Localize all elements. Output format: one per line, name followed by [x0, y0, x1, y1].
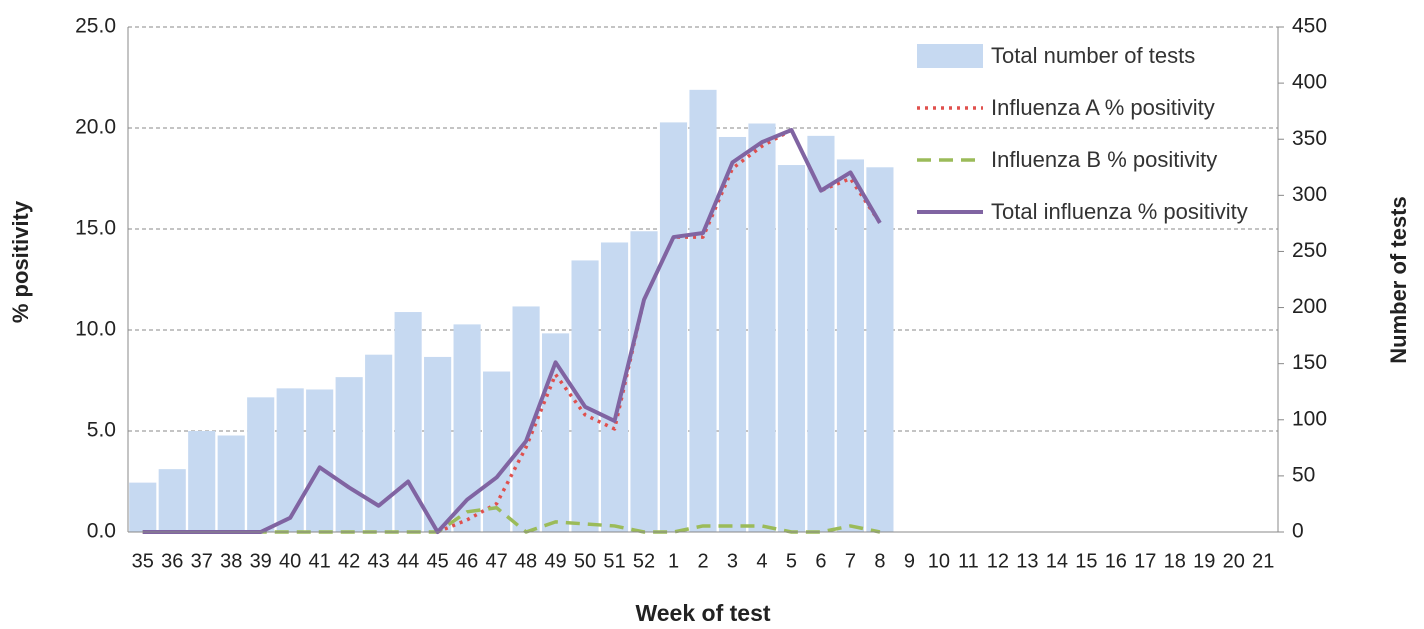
x-tick-label: 7: [845, 550, 856, 572]
bar: [276, 388, 304, 532]
line: [142, 128, 882, 534]
y-tick-label: 10.0: [75, 318, 116, 341]
x-tick-label: 45: [426, 550, 448, 572]
x-tick-label: 36: [161, 550, 183, 572]
bar: [836, 159, 864, 532]
y-tick-label: 5.0: [87, 419, 116, 442]
x-tick-label: 11: [958, 550, 979, 572]
y2-tick-label: 100: [1292, 407, 1327, 430]
x-tick-label: 49: [544, 550, 566, 572]
x-tick-label: 38: [220, 550, 242, 572]
x-tick-label: 8: [874, 550, 885, 572]
y2-axis-title: Number of tests: [1386, 196, 1411, 363]
x-tick-label: 1: [668, 550, 679, 572]
bar: [807, 135, 835, 532]
x-tick-label: 47: [485, 550, 507, 572]
bar: [217, 435, 245, 532]
x-tick-label: 51: [603, 550, 625, 572]
x-tick-label: 17: [1134, 550, 1156, 572]
x-tick-label: 2: [697, 550, 708, 572]
x-tick-label: 41: [309, 550, 331, 572]
legend-swatch: [917, 44, 983, 68]
y-tick-label: 20.0: [75, 116, 116, 139]
y2-tick-label: 150: [1292, 351, 1327, 374]
x-tick-label: 43: [368, 550, 390, 572]
x-tick-label: 4: [756, 550, 767, 572]
legend-label: Influenza B % positivity: [991, 147, 1218, 172]
x-tick-label: 35: [132, 550, 154, 572]
x-tick-label: 40: [279, 550, 301, 572]
bar: [659, 122, 688, 532]
y2-tick-label: 0: [1292, 520, 1304, 543]
y2-tick-label: 450: [1292, 15, 1327, 38]
bar: [424, 356, 452, 532]
x-tick-label: 52: [633, 550, 655, 572]
legend-entry: Total influenza % positivity: [915, 196, 1275, 228]
y-tick-label: 15.0: [75, 217, 116, 240]
y-axis-title: % positivity: [8, 200, 33, 323]
bar: [129, 482, 157, 532]
x-tick-label: 13: [1016, 550, 1038, 572]
legend-swatch: [917, 158, 983, 162]
y2-tick-label: 350: [1292, 127, 1327, 150]
legend-label: Total influenza % positivity: [991, 199, 1248, 224]
bar: [748, 123, 776, 532]
x-tick-label: 9: [904, 550, 915, 572]
legend-entry: Total number of tests: [915, 40, 1275, 72]
x-tick-label: 12: [987, 550, 1009, 572]
x-tick-label: 3: [727, 550, 738, 572]
x-tick-label: 21: [1252, 550, 1274, 572]
line: [142, 128, 882, 534]
bar: [306, 389, 334, 532]
x-tick-label: 14: [1046, 550, 1068, 572]
legend-label: Influenza A % positivity: [991, 95, 1215, 120]
x-tick-label: 10: [928, 550, 950, 572]
legend-label: Total number of tests: [991, 43, 1196, 68]
bar: [718, 136, 747, 532]
x-axis-title: Week of test: [635, 600, 770, 626]
y-tick-label: 25.0: [75, 15, 116, 38]
bar: [689, 89, 717, 532]
x-tick-label: 6: [815, 550, 826, 572]
legend-swatch: [917, 106, 983, 110]
x-tick-label: 46: [456, 550, 478, 572]
bar: [866, 167, 894, 532]
y2-tick-label: 200: [1292, 295, 1327, 318]
y2-tick-label: 400: [1292, 71, 1327, 94]
y-tick-label: 0.0: [87, 520, 116, 543]
legend-swatch: [917, 210, 983, 214]
bar: [335, 377, 363, 532]
y2-tick-label: 250: [1292, 239, 1327, 262]
x-tick-label: 39: [250, 550, 272, 572]
x-tick-label: 42: [338, 550, 360, 572]
x-tick-label: 37: [191, 550, 213, 572]
x-tick-label: 20: [1223, 550, 1245, 572]
x-tick-label: 15: [1075, 550, 1097, 572]
y2-tick-label: 50: [1292, 463, 1315, 486]
legend-entry: Influenza A % positivity: [915, 92, 1275, 124]
bar: [188, 431, 216, 532]
bar: [247, 397, 275, 532]
x-tick-label: 19: [1193, 550, 1215, 572]
y2-tick-label: 300: [1292, 183, 1327, 206]
x-tick-label: 48: [515, 550, 537, 572]
bar: [571, 260, 599, 532]
legend-entry: Influenza B % positivity: [915, 144, 1275, 176]
bar: [158, 469, 186, 532]
x-tick-label: 44: [397, 550, 419, 572]
x-tick-label: 5: [786, 550, 797, 572]
x-tick-label: 50: [574, 550, 596, 572]
x-tick-label: 18: [1164, 550, 1186, 572]
x-tick-label: 16: [1105, 550, 1127, 572]
legend-swatch-bar: [917, 44, 983, 68]
bar: [777, 165, 806, 533]
legend: Total number of tests Influenza A % posit…: [915, 40, 1275, 248]
